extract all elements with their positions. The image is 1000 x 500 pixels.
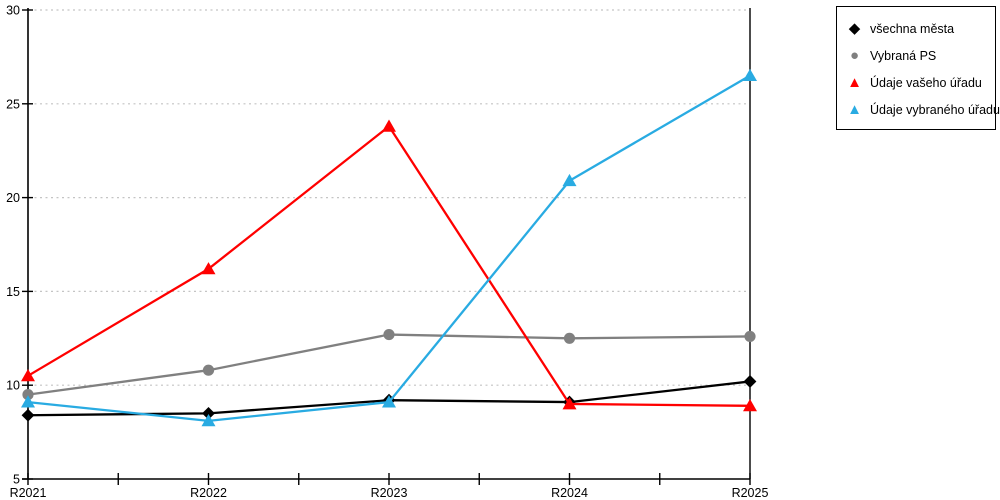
data-point: [743, 375, 757, 388]
data-point: [744, 330, 756, 343]
legend-label: všechna města: [870, 21, 955, 36]
gray-circle-marker-icon: ●: [849, 47, 860, 64]
data-point: [743, 399, 757, 412]
data-point: [201, 262, 216, 275]
y-tick-label: 20: [6, 191, 20, 205]
legend-label: Údaje vašeho úřadu: [870, 75, 982, 90]
data-point: [202, 406, 215, 420]
data-point: [562, 173, 577, 187]
legend-label: Vybraná PS: [870, 48, 937, 63]
legend-item-vsechna-mesta: ◆ všechna města: [847, 15, 991, 42]
y-tick-label: 25: [6, 97, 20, 111]
legend-item-vybrana-ps: ● Vybraná PS: [847, 42, 991, 69]
red-triangle-marker-icon: ▲: [847, 74, 862, 91]
data-point: [21, 395, 35, 408]
y-tick-label: 10: [6, 379, 20, 393]
chart-legend: ◆ všechna města ● Vybraná PS ▲ Údaje vaš…: [836, 6, 1000, 130]
series-1: [22, 328, 756, 401]
x-tick-label: R2025: [732, 486, 769, 500]
x-tick-label: R2023: [371, 486, 408, 500]
x-tick-label: R2021: [10, 486, 47, 500]
legend-label: Údaje vybraného úřadu: [870, 102, 1000, 117]
x-tick-label: R2024: [551, 486, 588, 500]
series-line: [27, 333, 751, 396]
data-point: [383, 328, 395, 341]
data-point: [22, 388, 34, 401]
series-2: [21, 119, 757, 412]
data-point: [382, 395, 396, 408]
data-point: [382, 119, 396, 132]
series-3: [21, 68, 757, 427]
x-tick-label: R2022: [190, 486, 227, 500]
blue-triangle-marker-icon: ▲: [847, 101, 862, 118]
data-point: [563, 332, 576, 344]
series-line: [27, 124, 751, 407]
data-point: [201, 414, 216, 427]
data-point: [743, 68, 757, 82]
legend-item-udaje-vaseho-uradu: ▲ Údaje vašeho úřadu: [847, 69, 991, 96]
data-point: [21, 369, 35, 382]
y-tick-label: 15: [6, 285, 20, 299]
data-point: [562, 397, 577, 410]
y-tick-label: 30: [6, 4, 20, 18]
data-point: [202, 364, 215, 376]
data-point: [21, 408, 35, 422]
legend-item-udaje-vybraneho-uradu: ▲ Údaje vybraného úřadu: [847, 96, 1000, 123]
y-tick-label: 5: [13, 473, 20, 487]
black-diamond-marker-icon: ◆: [848, 20, 861, 37]
